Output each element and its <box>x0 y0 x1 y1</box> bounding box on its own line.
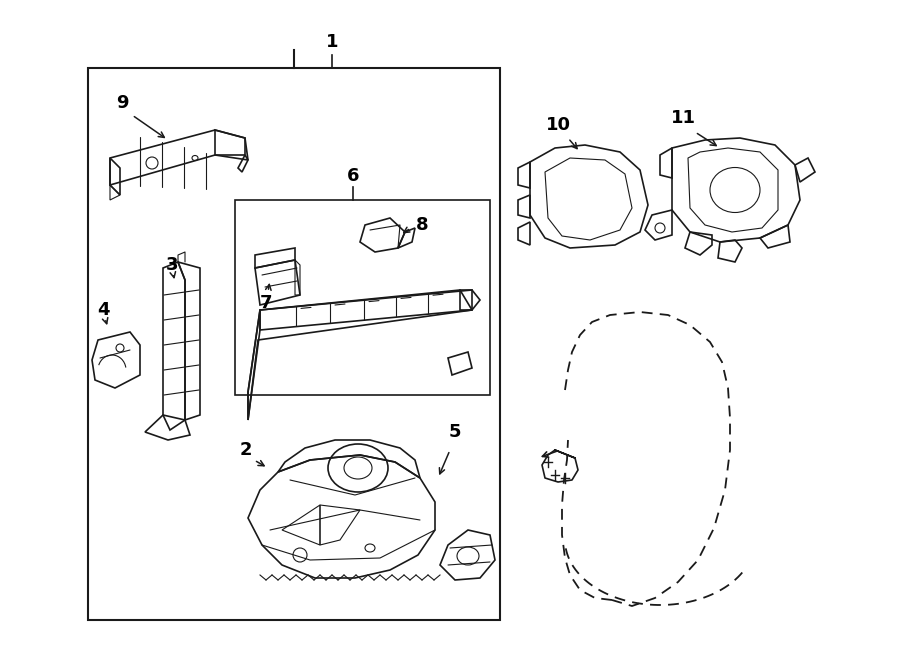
Text: 3: 3 <box>166 256 178 274</box>
Text: 4: 4 <box>97 301 109 319</box>
Text: 6: 6 <box>346 167 359 185</box>
Bar <box>88 68 500 620</box>
Text: 8: 8 <box>416 216 428 234</box>
Text: 7: 7 <box>260 294 272 312</box>
Text: 1: 1 <box>326 33 338 51</box>
Text: 5: 5 <box>449 423 461 441</box>
Text: 9: 9 <box>116 94 128 112</box>
Text: 11: 11 <box>670 109 696 127</box>
Text: 2: 2 <box>239 441 252 459</box>
Text: 10: 10 <box>545 116 571 134</box>
Bar <box>235 200 490 395</box>
